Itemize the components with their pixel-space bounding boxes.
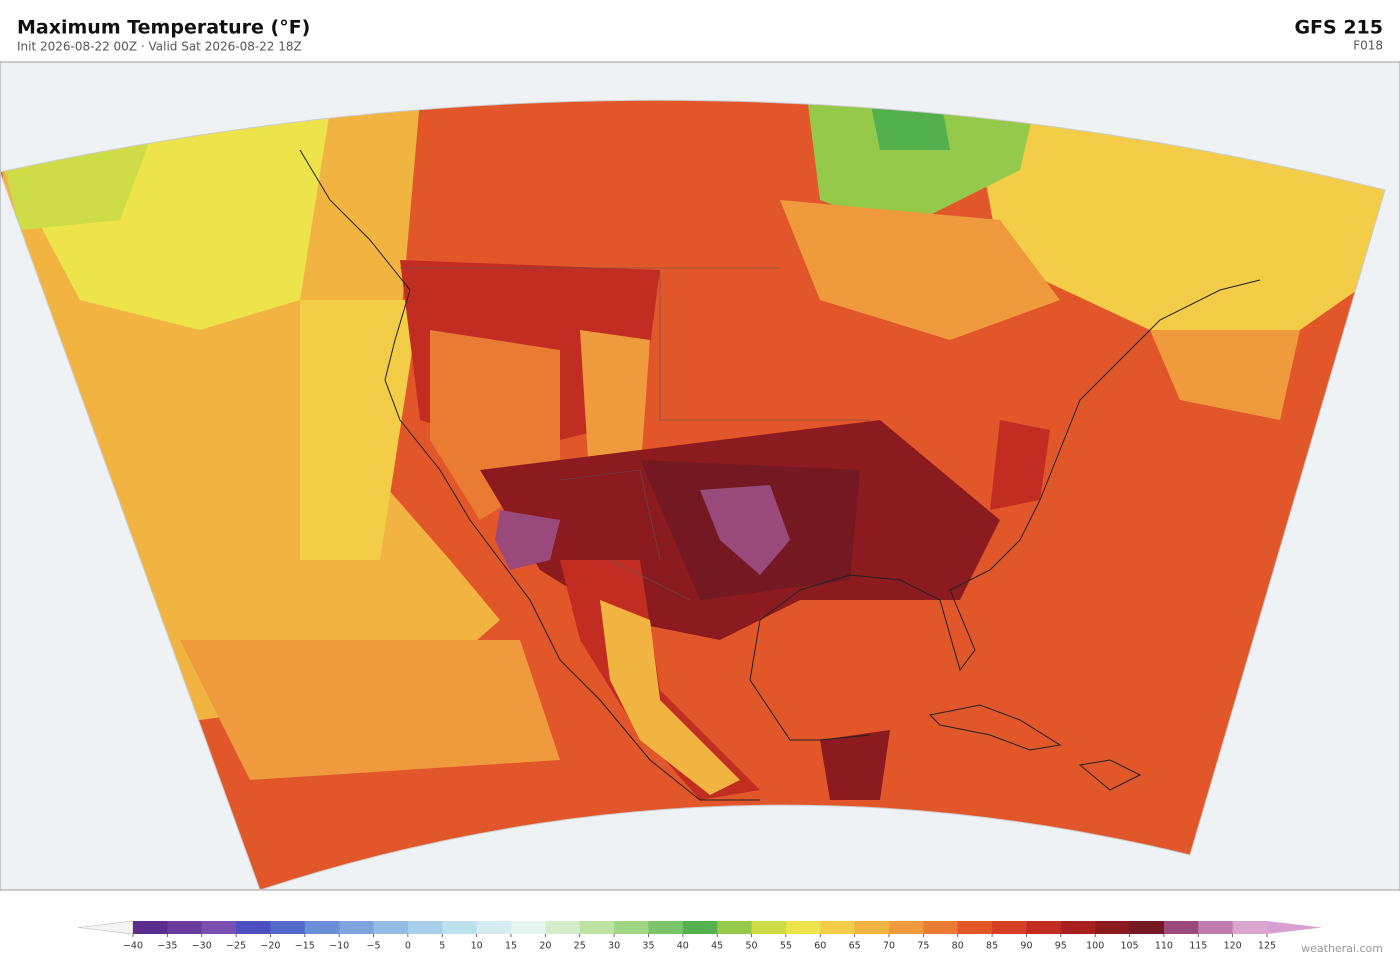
colorbar-tick-label: −20 bbox=[260, 941, 280, 952]
colorbar-bin bbox=[1129, 921, 1165, 934]
colorbar-bin bbox=[923, 921, 959, 934]
colorbar-tick-label: −40 bbox=[123, 941, 143, 952]
colorbar-bin bbox=[992, 921, 1027, 934]
colorbar-bin bbox=[476, 921, 512, 934]
colorbar-bin bbox=[201, 921, 237, 934]
colorbar-tick-label: 55 bbox=[780, 941, 792, 952]
coastline bbox=[299, 149, 760, 801]
colorbar-bin bbox=[339, 921, 375, 934]
colorbar-tick-label: 60 bbox=[814, 941, 826, 952]
colorbar-bin bbox=[373, 921, 409, 934]
colorbar-bin bbox=[1060, 921, 1096, 934]
colorbar-bin bbox=[1163, 921, 1199, 934]
colorbar-bin bbox=[407, 921, 443, 934]
island bbox=[928, 704, 1062, 751]
colorbar-tick-label: −10 bbox=[329, 941, 349, 952]
colorbar-tick-label: 40 bbox=[677, 941, 689, 952]
colorbar-tick-label: 20 bbox=[539, 941, 551, 952]
colorbar-tick-label: 105 bbox=[1120, 941, 1138, 952]
colorbar-bin bbox=[304, 921, 340, 934]
colorbar-tick-label: 15 bbox=[505, 941, 517, 952]
colorbar-tick-label: 70 bbox=[883, 941, 895, 952]
domain-outline bbox=[0, 99, 1386, 891]
colorbar: −40 −35 −30 −25 −20 −15 −10 −5 0 5 10 15 20 25 30 35 40 4… bbox=[77, 920, 1322, 952]
map bbox=[0, 61, 1400, 891]
colorbar-tick-label: 35 bbox=[642, 941, 654, 952]
colorbar-tick-label: 110 bbox=[1155, 941, 1173, 952]
map-title: Maximum Temperature (°F) bbox=[17, 17, 310, 39]
coastline bbox=[1039, 279, 1261, 501]
colorbar-tick-label: 120 bbox=[1224, 941, 1242, 952]
colorbar-bin bbox=[1026, 921, 1062, 934]
colorbar-bin bbox=[545, 921, 581, 934]
colorbar-bin bbox=[511, 921, 546, 934]
colorbar-bin bbox=[751, 921, 787, 934]
colorbar-tick-label: 100 bbox=[1086, 941, 1104, 952]
colorbar-tick-label: 25 bbox=[574, 941, 586, 952]
colorbar-tick-label: −35 bbox=[157, 941, 177, 952]
colorbar-tick-label: 80 bbox=[952, 941, 964, 952]
colorbar-tick-label: 30 bbox=[608, 941, 620, 952]
colorbar-tick-label: 0 bbox=[405, 941, 411, 952]
colorbar-bin bbox=[236, 921, 271, 934]
colorbar-tick-label: 50 bbox=[745, 941, 757, 952]
colorbar-tick-label: 5 bbox=[439, 941, 445, 952]
colorbar-tick-label: −5 bbox=[367, 941, 381, 952]
colorbar-bin bbox=[682, 921, 718, 934]
colorbar-bin bbox=[717, 921, 753, 934]
colorbar-bin bbox=[1095, 921, 1131, 934]
colorbar-tick-label: 75 bbox=[917, 941, 929, 952]
colorbar-bin bbox=[1232, 921, 1268, 934]
colorbar-bin bbox=[854, 921, 890, 934]
colorbar-tick-label: 45 bbox=[711, 941, 723, 952]
colorbar-tick-label: −30 bbox=[192, 941, 212, 952]
island bbox=[1078, 759, 1142, 791]
colorbar-tick-label: 10 bbox=[471, 941, 483, 952]
colorbar-bin bbox=[785, 921, 821, 934]
border bbox=[400, 267, 870, 601]
colorbar-bin bbox=[648, 921, 684, 934]
colorbar-tick-label: −15 bbox=[295, 941, 315, 952]
colorbar-tick-label: 90 bbox=[1020, 941, 1032, 952]
colorbar-tick-label: −25 bbox=[226, 941, 246, 952]
colorbar-tick-label: 95 bbox=[1055, 941, 1067, 952]
colorbar-bin bbox=[957, 921, 993, 934]
model-name: GFS 215 bbox=[1294, 17, 1383, 39]
colorbar-tick-label: 85 bbox=[986, 941, 998, 952]
colorbar-tick-label: 125 bbox=[1258, 941, 1276, 952]
colorbar-over bbox=[1267, 921, 1322, 934]
colorbar-bin bbox=[1198, 921, 1234, 934]
map-subtitle: Init 2026-08-22 00Z · Valid Sat 2026-08-… bbox=[17, 40, 302, 54]
forecast-step: F018 bbox=[1353, 39, 1383, 53]
credit: weatherai.com bbox=[1301, 942, 1383, 955]
colorbar-bin bbox=[133, 921, 168, 934]
colorbar-bin bbox=[579, 921, 615, 934]
colorbar-bin bbox=[820, 921, 856, 934]
coastline bbox=[749, 499, 1041, 741]
colorbar-bin bbox=[270, 921, 306, 934]
colorbar-tick-label: 115 bbox=[1189, 941, 1207, 952]
colorbar-bin bbox=[167, 921, 203, 934]
colorbar-bin bbox=[889, 921, 924, 934]
colorbar-tick-label: 65 bbox=[849, 941, 861, 952]
colorbar-bin bbox=[614, 921, 649, 934]
colorbar-bin bbox=[442, 921, 478, 934]
